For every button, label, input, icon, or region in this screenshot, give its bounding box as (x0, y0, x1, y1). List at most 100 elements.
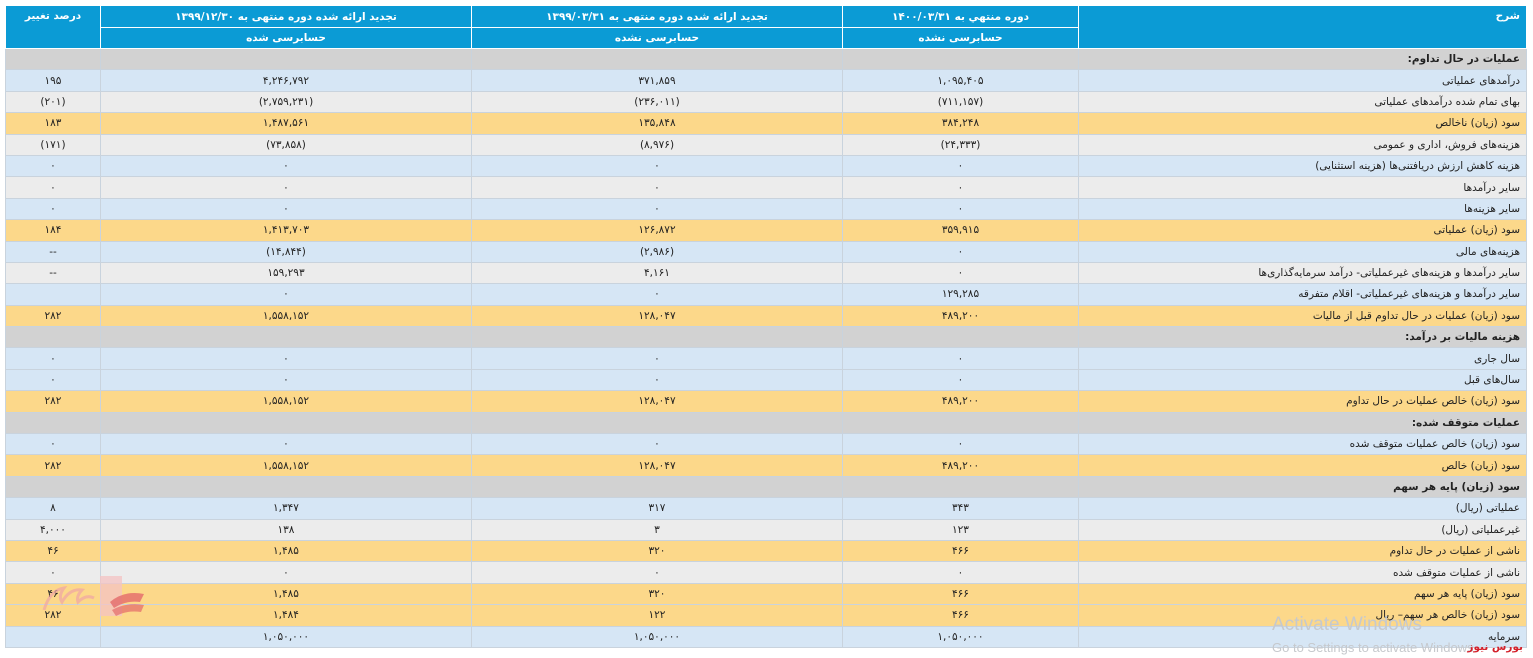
cell-c2 (471, 411, 843, 435)
row-label: سایر هزینه‌ها (1078, 197, 1527, 221)
cell-c1: ۱۲۳ (842, 518, 1079, 541)
cell-c3: (۱۴,۸۴۴) (100, 240, 472, 263)
header-col3-sub: حسابرسی شده (100, 27, 472, 49)
table-body: عملیات در حال تداوم: درآمدهای عملیاتی ۱,۰۹… (5, 47, 1527, 648)
header-col4: درصد تغییر (5, 5, 101, 49)
cell-c2: (۸,۹۷۶) (471, 133, 843, 156)
cell-c3 (100, 411, 472, 435)
cell-c4: (۱۷۱) (5, 133, 101, 156)
cell-c4 (5, 475, 101, 499)
cell-c3: ۰ (100, 154, 472, 178)
cell-c2: ۰ (471, 154, 843, 178)
header-col2: تجدید ارائه شده دوره منتهی به ۱۳۹۹/۰۳/۳۱ (471, 5, 843, 28)
cell-c4: ۲۸۲ (5, 454, 101, 477)
table-row: سود (زیان) پایه هر سهم ۴۶۶ ۳۲۰ ۱,۴۸۵ ۴۶ (5, 582, 1527, 606)
cell-c3: ۱,۴۸۵ (100, 539, 472, 563)
cell-c4: ۱۸۴ (5, 219, 101, 242)
section-row: عملیات متوقف شده: (5, 411, 1527, 435)
cell-c1: (۷۱۱,۱۵۷) (842, 90, 1079, 114)
row-label: عملیاتی (ریال) (1078, 497, 1527, 520)
cell-c2: ۱,۰۵۰,۰۰۰ (471, 625, 843, 648)
cell-c2: ۱۲۸,۰۴۷ (471, 454, 843, 477)
cell-c4 (5, 625, 101, 648)
cell-c2: ۰ (471, 283, 843, 306)
cell-c3: ۱,۳۴۷ (100, 497, 472, 520)
cell-c2: ۱۲۶,۸۷۲ (471, 219, 843, 242)
watermark-title: Activate Windows (1272, 614, 1422, 635)
cell-c3: ۱,۵۵۸,۱۵۲ (100, 390, 472, 413)
cell-c3: ۰ (100, 433, 472, 456)
cell-c4: ۸ (5, 497, 101, 520)
row-label: درآمدهای عملیاتی (1078, 69, 1527, 92)
cell-c1: ۱۲۹,۲۸۵ (842, 283, 1079, 306)
table-row: عملیاتی (ریال) ۳۴۳ ۳۱۷ ۱,۳۴۷ ۸ (5, 497, 1527, 520)
cell-c1 (842, 411, 1079, 435)
row-label: سود (زیان) خالص (1078, 454, 1527, 477)
row-label: هزینه مالیات بر درآمد: (1078, 326, 1527, 349)
cell-c4: ۰ (5, 433, 101, 456)
table-row: سایر درآمدها و هزینه‌های غیرعملیاتی- درآ… (5, 261, 1527, 285)
cell-c3 (100, 47, 472, 71)
table-row: غیرعملیاتی (ریال) ۱۲۳ ۳ ۱۳۸ ۴,۰۰۰ (5, 518, 1527, 541)
bourse-news-logo-icon (42, 576, 144, 616)
cell-c1: ۴۸۹,۲۰۰ (842, 304, 1079, 328)
cell-c3: ۱۵۹,۲۹۳ (100, 261, 472, 285)
row-label: سود (زیان) پایه هر سهم (1078, 582, 1527, 606)
row-label: هزینه‌های فروش، اداری و عمومی (1078, 133, 1527, 156)
cell-c4: ۲۸۲ (5, 604, 101, 627)
table-row: بهای تمام شده درآمدهای عملیاتی (۷۱۱,۱۵۷)(… (5, 90, 1527, 114)
row-label: هزینه کاهش ارزش دریافتنی‌ها (هزینه استثن… (1078, 154, 1527, 178)
cell-c3: ۱,۴۸۵ (100, 582, 472, 606)
row-label: سایر درآمدها و هزینه‌های غیرعملیاتی- اقل… (1078, 283, 1527, 306)
cell-c2: ۰ (471, 197, 843, 221)
table-row: سایر درآمدها ۰ ۰ ۰ ۰ (5, 176, 1527, 199)
table-row: سایر درآمدها و هزینه‌های غیرعملیاتی- اقل… (5, 283, 1527, 306)
cell-c4: (۲۰۱) (5, 90, 101, 114)
cell-c3: ۱,۴۱۳,۷۰۳ (100, 219, 472, 242)
cell-c2: ۳۲۰ (471, 539, 843, 563)
cell-c1: ۴۶۶ (842, 582, 1079, 606)
cell-c4: ۰ (5, 368, 101, 392)
cell-c2: ۰ (471, 433, 843, 456)
cell-c2: ۳ (471, 518, 843, 541)
cell-c4: -- (5, 261, 101, 285)
row-label: سایر درآمدها و هزینه‌های غیرعملیاتی- درآ… (1078, 261, 1527, 285)
cell-c3 (100, 326, 472, 349)
header-col1: دوره منتهي به ۱۴۰۰/۰۳/۳۱ (842, 5, 1079, 28)
cell-c1: ۳۸۴,۲۴۸ (842, 112, 1079, 135)
cell-c3: ۰ (100, 197, 472, 221)
cell-c3: (۷۳,۸۵۸) (100, 133, 472, 156)
table-row: سایر هزینه‌ها ۰ ۰ ۰ ۰ (5, 197, 1527, 221)
cell-c1: ۳۵۹,۹۱۵ (842, 219, 1079, 242)
table-row: هزینه‌های فروش، اداری و عمومی (۲۴,۳۳۳) (۸,… (5, 133, 1527, 156)
row-label: هزینه‌های مالی (1078, 240, 1527, 263)
income-statement-table: شرح دوره منتهي به ۱۴۰۰/۰۳/۳۱ تجدید ارائه… (5, 5, 1527, 648)
cell-c1: ۰ (842, 368, 1079, 392)
cell-c1 (842, 326, 1079, 349)
table-row: سود (زیان) عملیات در حال تداوم قبل از ما… (5, 304, 1527, 328)
financial-table-container: شرح دوره منتهي به ۱۴۰۰/۰۳/۳۱ تجدید ارائه… (5, 5, 1527, 648)
table-row: ناشی از عملیات متوقف شده ۰ ۰ ۰ ۰ (5, 561, 1527, 584)
cell-c2 (471, 326, 843, 349)
cell-c1: ۳۴۳ (842, 497, 1079, 520)
cell-c4: ۴۶ (5, 539, 101, 563)
cell-c1 (842, 47, 1079, 71)
cell-c4: ۴,۰۰۰ (5, 518, 101, 541)
row-label: سود (زیان) خالص عملیات متوقف شده (1078, 433, 1527, 456)
cell-c2: ۱۲۲ (471, 604, 843, 627)
header-row: شرح دوره منتهي به ۱۴۰۰/۰۳/۳۱ تجدید ارائه… (5, 5, 1527, 49)
header-col2-sub: حسابرسی نشده (471, 27, 843, 49)
row-label: سود (زیان) خالص عملیات در حال تداوم (1078, 390, 1527, 413)
cell-c4 (5, 47, 101, 71)
table-row: درآمدهای عملیاتی ۱,۰۹۵,۴۰۵ ۳۷۱,۸۵۹ ۴,۲۴۶,۷۹… (5, 69, 1527, 92)
brand-label: بورس نیوز (1467, 641, 1523, 653)
cell-c3: ۱۳۸ (100, 518, 472, 541)
section-row: عملیات در حال تداوم: (5, 47, 1527, 71)
row-label: سال‌های قبل (1078, 368, 1527, 392)
cell-c1: ۰ (842, 561, 1079, 584)
cell-c1: ۰ (842, 197, 1079, 221)
header-col3: تجدید ارائه شده دوره منتهی به ۱۳۹۹/۱۲/۳۰ (100, 5, 472, 28)
cell-c1: ۰ (842, 176, 1079, 199)
cell-c2 (471, 47, 843, 71)
cell-c3: ۰ (100, 176, 472, 199)
